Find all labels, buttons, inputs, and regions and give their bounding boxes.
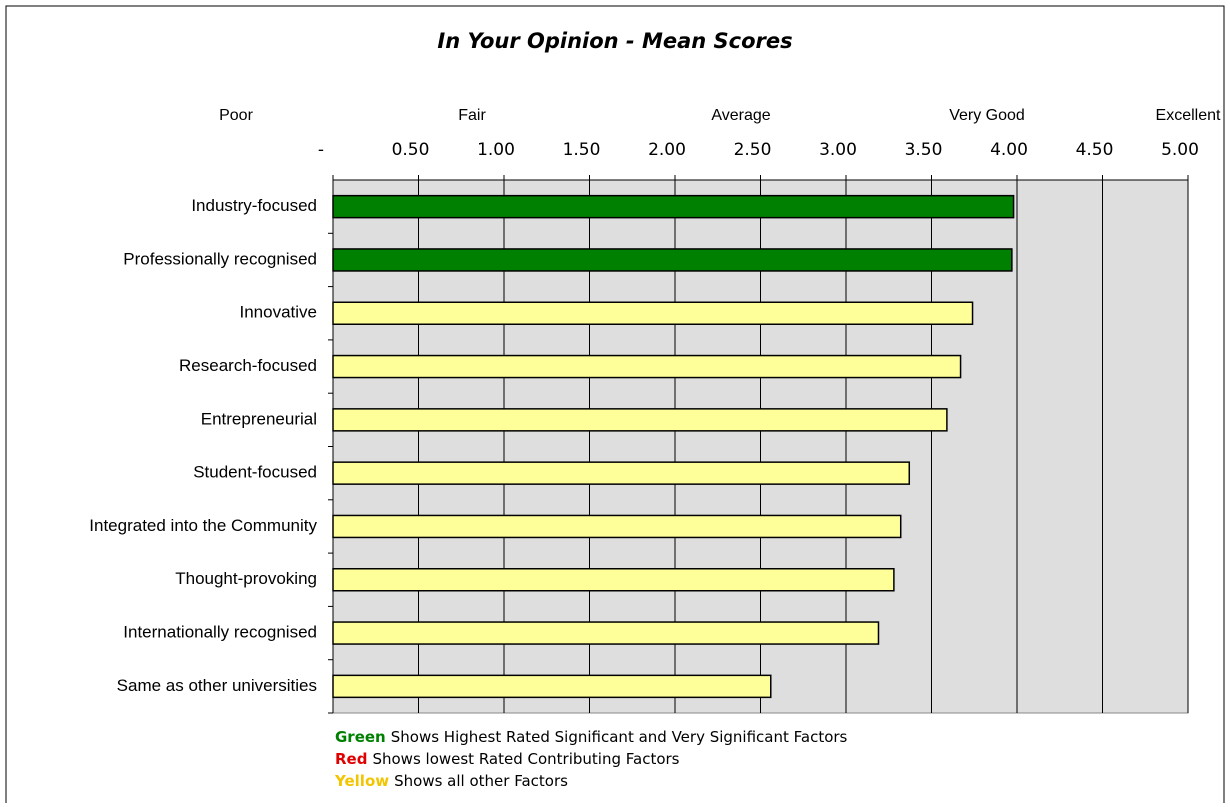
y-tick-label: Internationally recognised bbox=[123, 623, 317, 642]
scale-label: Fair bbox=[458, 107, 486, 124]
scale-label: Poor bbox=[219, 107, 253, 124]
x-tick-label: 3.00 bbox=[819, 140, 857, 160]
bar bbox=[332, 301, 974, 325]
y-tick-label: Innovative bbox=[240, 303, 318, 322]
bar bbox=[332, 408, 948, 432]
y-tick-label: Thought-provoking bbox=[175, 569, 317, 588]
legend-key: Red bbox=[335, 750, 367, 768]
legend-note: Green Shows Highest Rated Significant and… bbox=[335, 728, 848, 746]
x-tick-label: 3.50 bbox=[905, 140, 943, 160]
legend-note: Yellow Shows all other Factors bbox=[334, 772, 568, 790]
legend-text: Shows all other Factors bbox=[394, 772, 568, 790]
x-tick-label: 5.00 bbox=[1161, 140, 1199, 160]
bar bbox=[332, 461, 911, 485]
y-tick-label: Entrepreneurial bbox=[201, 409, 317, 428]
legend-key: Yellow bbox=[334, 772, 389, 790]
legend-text: Shows lowest Rated Contributing Factors bbox=[372, 750, 679, 768]
x-tick-label: - bbox=[318, 140, 324, 160]
bar bbox=[332, 621, 880, 645]
bar bbox=[332, 248, 1013, 272]
x-tick-label: 1.00 bbox=[477, 140, 515, 160]
bar bbox=[332, 568, 895, 592]
x-tick-label: 0.50 bbox=[392, 140, 430, 160]
legend-key: Green bbox=[335, 728, 386, 746]
bar bbox=[332, 194, 1015, 219]
scale-label: Excellent bbox=[1156, 107, 1221, 124]
scale-label: Very Good bbox=[949, 107, 1025, 124]
bar bbox=[332, 354, 962, 379]
y-tick-label: Industry-focused bbox=[191, 196, 317, 215]
y-tick-label: Professionally recognised bbox=[123, 249, 317, 268]
scale-label: Average bbox=[711, 107, 770, 124]
x-tick-label: 2.50 bbox=[734, 140, 772, 160]
chart-title: In Your Opinion - Mean Scores bbox=[437, 29, 792, 53]
y-tick-label: Student-focused bbox=[193, 463, 317, 482]
y-tick-label: Integrated into the Community bbox=[89, 516, 317, 535]
bar bbox=[332, 674, 772, 699]
legend-text: Shows Highest Rated Significant and Very… bbox=[391, 728, 848, 746]
x-tick-label: 4.50 bbox=[1076, 140, 1114, 160]
y-tick-label: Same as other universities bbox=[117, 676, 317, 695]
x-tick-label: 2.00 bbox=[648, 140, 686, 160]
y-tick-label: Research-focused bbox=[179, 356, 317, 375]
legend-note: Red Shows lowest Rated Contributing Facto… bbox=[335, 750, 680, 768]
bar bbox=[332, 514, 902, 539]
x-tick-label: 1.50 bbox=[563, 140, 601, 160]
x-tick-label: 4.00 bbox=[990, 140, 1028, 160]
